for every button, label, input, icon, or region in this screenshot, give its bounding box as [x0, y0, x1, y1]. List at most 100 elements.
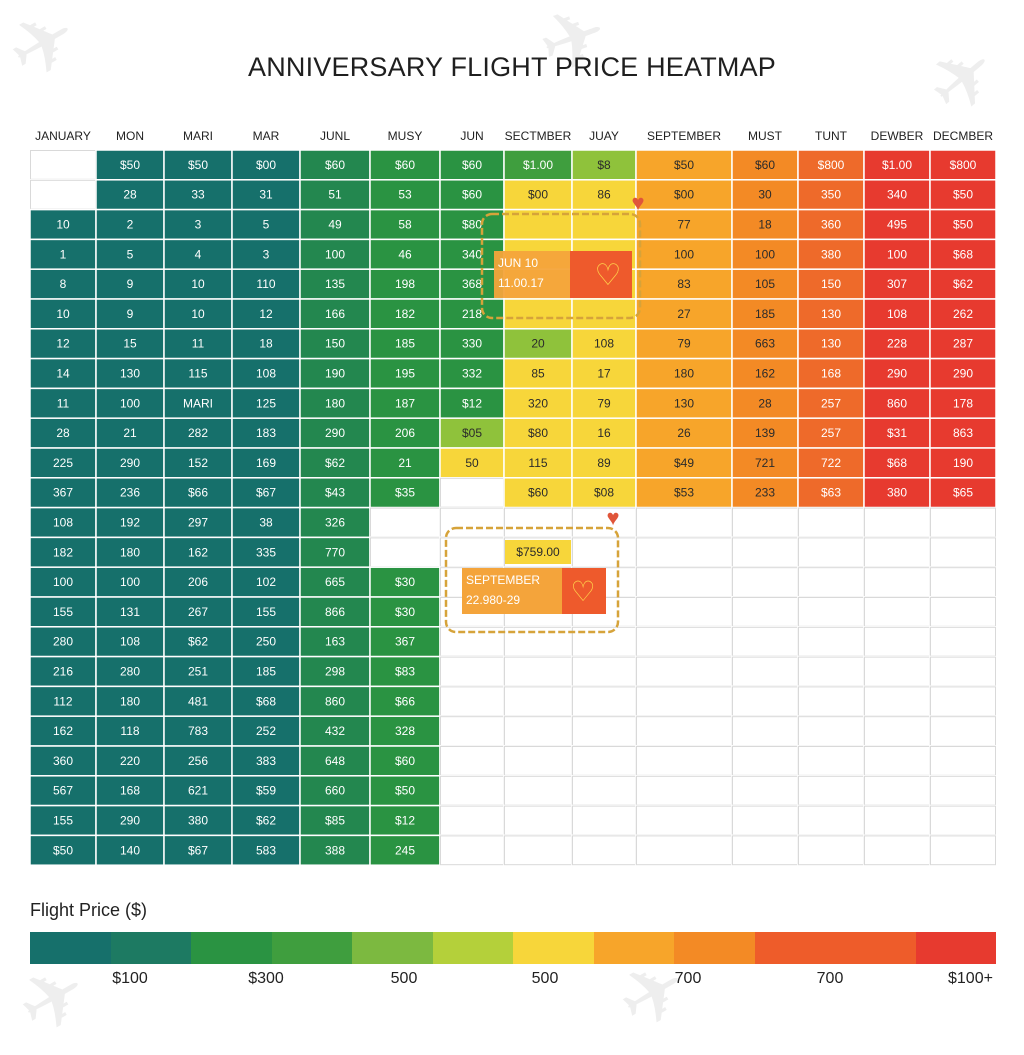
heatmap-cell: [571, 328, 637, 360]
heatmap-cell: [571, 775, 637, 807]
heatmap-cell: [95, 834, 165, 866]
heatmap-cell: [29, 179, 97, 211]
heatmap-cell: [369, 477, 441, 509]
heatmap-cell: [731, 745, 799, 777]
cell-value: 85: [531, 367, 545, 381]
cell-value: 11: [192, 337, 205, 351]
heatmap-cell: [439, 536, 505, 568]
heatmap-chart: JANUARY MON MARI MAR JUNL MUSY JUN SECTMBER JUAY…: [29, 129, 997, 866]
heatmap-cell: [863, 834, 931, 866]
heatmap-cell: [299, 536, 371, 568]
heatmap-cell: [635, 298, 733, 330]
heatmap-cell: [163, 685, 233, 717]
cell-value: 100: [120, 575, 140, 589]
heatmap-cell: [797, 566, 865, 598]
heatmap-cell: [635, 775, 733, 807]
heatmap-cell: [503, 745, 573, 777]
annotation-label: SEPTEMBER: [466, 573, 540, 587]
heatmap-cell: [571, 179, 637, 211]
heatmap-cell: [439, 387, 505, 419]
cell-value: $67: [188, 843, 208, 857]
heatmap-cell: [231, 536, 301, 568]
column-header: DECMBER: [933, 129, 993, 143]
heatmap-cell: [503, 447, 573, 479]
heatmap-cell: [797, 149, 865, 181]
cell-value: $800: [950, 158, 977, 172]
heatmap-cell: [635, 834, 733, 866]
cell-value: $1.00: [882, 158, 912, 172]
heatmap-cell: [929, 447, 997, 479]
heatmap-cell: [571, 834, 637, 866]
heatmap-cell: [299, 685, 371, 717]
heatmap-cell: [439, 745, 505, 777]
heatmap-cell: [863, 775, 931, 807]
cell-value: 10: [191, 307, 205, 321]
cell-value: $00: [674, 188, 694, 202]
cell-value: 178: [953, 396, 973, 410]
heatmap-cell: [163, 506, 233, 539]
heatmap-cell: [163, 745, 233, 777]
cell-value: 131: [120, 605, 140, 619]
cell-value: 328: [395, 724, 415, 738]
heatmap-cell: [863, 238, 931, 270]
heatmap-cell: [863, 566, 931, 598]
heatmap-cell: [571, 506, 637, 539]
heatmap-cell: [635, 179, 733, 211]
heatmap-cell: [929, 804, 997, 837]
cell-value: 182: [395, 307, 415, 321]
heatmap-cell: [571, 387, 637, 419]
heatmap-cell: [439, 417, 505, 449]
heatmap-cell: [635, 685, 733, 717]
cell-value: 112: [53, 694, 72, 708]
cell-value: 220: [120, 754, 140, 768]
heatmap-cell: [635, 417, 733, 449]
column-header: SEPTEMBER: [647, 129, 721, 143]
legend-color-segment: [915, 932, 996, 964]
cell-value: 21: [398, 456, 412, 470]
cell-value: 26: [677, 426, 691, 440]
cell-value: 250: [256, 635, 276, 649]
cell-value: 495: [887, 218, 907, 232]
cell-value: 380: [821, 247, 841, 261]
cell-value: 18: [259, 337, 273, 351]
heart-icon: ♡: [570, 576, 595, 607]
heatmap-cell: [797, 238, 865, 270]
heatmap-cell: [929, 238, 997, 270]
cell-value: 135: [325, 277, 345, 291]
heatmap-cell: [863, 357, 931, 390]
cell-value: 290: [120, 456, 140, 470]
column-header: JANUARY: [35, 129, 91, 143]
heatmap-cell: [29, 536, 97, 568]
cell-value: 162: [53, 724, 73, 738]
legend-tick-label: $100: [112, 970, 148, 987]
heatmap-cell: [731, 775, 799, 807]
heatmap-cell: [929, 149, 997, 181]
heatmap-cell: [635, 357, 733, 390]
cell-value: 58: [398, 218, 412, 232]
cell-value: 10: [56, 307, 70, 321]
annotation-price-box: [505, 540, 571, 564]
legend-color-segment: [352, 932, 433, 964]
heatmap-cell: [635, 387, 733, 419]
cell-value: 287: [953, 337, 973, 351]
cell-value: 380: [887, 486, 907, 500]
legend-tick-label: 700: [816, 970, 844, 987]
cell-value: $8: [597, 158, 611, 172]
cell-value: $30: [395, 575, 415, 589]
heatmap-cell: [731, 536, 799, 568]
cell-value: $85: [325, 814, 345, 828]
heatmap-cell: [299, 357, 371, 390]
cell-value: 33: [191, 188, 205, 202]
cell-value: 115: [188, 367, 207, 381]
cell-value: $00: [528, 188, 548, 202]
heatmap-cell: [863, 715, 931, 747]
column-header: MUST: [748, 129, 783, 143]
heatmap-cell: [635, 536, 733, 568]
heatmap-cell: [797, 506, 865, 539]
cell-value: 290: [120, 814, 140, 828]
cell-value: $59: [256, 784, 276, 798]
cell-value: 192: [120, 516, 140, 530]
heatmap-cell: [929, 298, 997, 330]
cell-value: 330: [462, 337, 482, 351]
heatmap-cell: [231, 357, 301, 390]
